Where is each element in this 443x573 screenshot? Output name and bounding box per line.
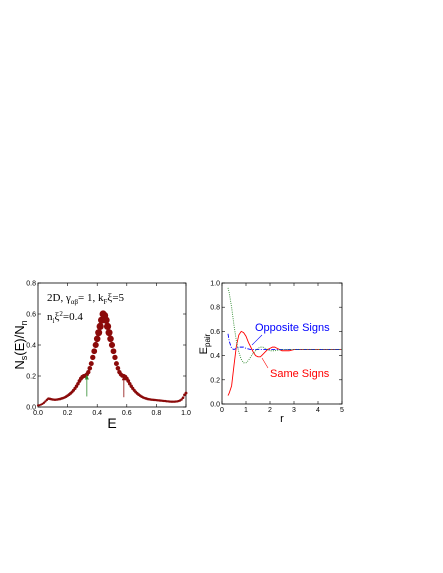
same-signs-label: Same Signs [270,368,330,380]
left-axis-ticks: 0.0 0.2 0.4 0.6 0.8 1.0 0.0 0.2 0.4 0.6 0.8 [26,281,191,418]
right-series-line-1 [227,333,342,351]
right-series-lines [227,287,342,396]
left-arrows [84,374,126,398]
left-y-tick-label: 0.8 [26,281,36,288]
left-data-point [42,401,46,404]
right-y-tick-label: 0.4 [210,353,220,360]
right-series-line-0 [227,330,342,396]
left-data-point [76,381,80,386]
same-pointer [261,357,269,369]
right-x-tick-label: 1 [244,407,248,414]
left-x-tick-label: 0.2 [63,410,73,417]
left-data-point [86,369,91,375]
left-data-point [103,322,112,330]
right-y-tick-label: 0.0 [210,402,220,409]
left-data-point [87,365,93,371]
left-x-tick-label: 0.8 [152,410,162,417]
left-x-tick-label: 1.0 [181,410,191,417]
right-y-tick-label: 0.8 [210,305,220,312]
left-data-point [112,354,118,361]
left-data-points [36,310,188,407]
left-data-point [180,398,183,401]
left-data-point [102,316,110,324]
left-arrow-head [84,374,89,380]
left-panel: 0.0 0.2 0.4 0.6 0.8 1.0 0.0 0.2 0.4 0.6 0.8 E Ns(E… [12,281,191,432]
right-panel: 0 1 2 3 4 5 0.0 0.2 0.4 0.6 0.8 1.0 r Epair Opposit… [198,281,344,426]
right-x-tick-label: 2 [268,407,272,414]
right-x-axis-label: r [280,413,284,425]
left-y-tick-label: 0.0 [26,405,36,412]
left-data-point [44,400,47,403]
left-annotation-line1: 2D, γαβ= 1, kFξ=5 [47,292,125,306]
left-data-point [113,361,119,367]
left-data-point [184,391,188,395]
right-x-tick-label: 5 [340,407,344,414]
left-y-tick-label: 0.4 [26,343,36,350]
left-x-tick-label: 0.0 [33,410,43,417]
right-y-axis-label: Epair [198,333,212,354]
left-y-tick-label: 0.2 [26,374,36,381]
opposite-pointer [251,334,263,346]
left-data-point [105,329,113,337]
left-x-axis-label: E [107,415,116,431]
right-y-tick-label: 1.0 [210,281,220,288]
left-data-point [110,348,117,355]
left-annotation-line2: niξ2=0.4 [47,310,83,325]
right-series-line-2 [227,287,342,364]
left-data-point [88,361,94,367]
opposite-signs-label: Opposite Signs [255,322,330,334]
left-data-point [90,354,96,361]
left-x-tick-label: 0.6 [122,410,132,417]
right-pointer-lines [251,334,269,369]
left-data-point [93,335,101,343]
left-data-point [96,322,104,330]
right-plot-frame [221,282,343,405]
left-data-point [91,348,98,355]
left-data-point [107,335,114,343]
right-x-tick-label: 3 [292,407,296,414]
left-arrow-head [121,375,126,381]
left-data-point [95,329,103,337]
left-x-tick-label: 0.4 [92,410,102,417]
right-y-tick-label: 0.6 [210,329,220,336]
right-x-tick-label: 4 [316,407,320,414]
right-y-tick-label: 0.2 [210,377,220,384]
left-data-point [181,396,185,400]
left-data-point [115,365,121,371]
right-x-tick-label: 0 [220,407,224,414]
right-axis-ticks: 0 1 2 3 4 5 0.0 0.2 0.4 0.6 0.8 1.0 [210,281,344,415]
left-data-point [108,341,116,349]
left-y-axis-label: Ns(E)/Nn [12,320,29,369]
left-data-point [92,341,99,349]
left-y-tick-label: 0.6 [26,312,36,319]
left-data-point [126,379,131,383]
